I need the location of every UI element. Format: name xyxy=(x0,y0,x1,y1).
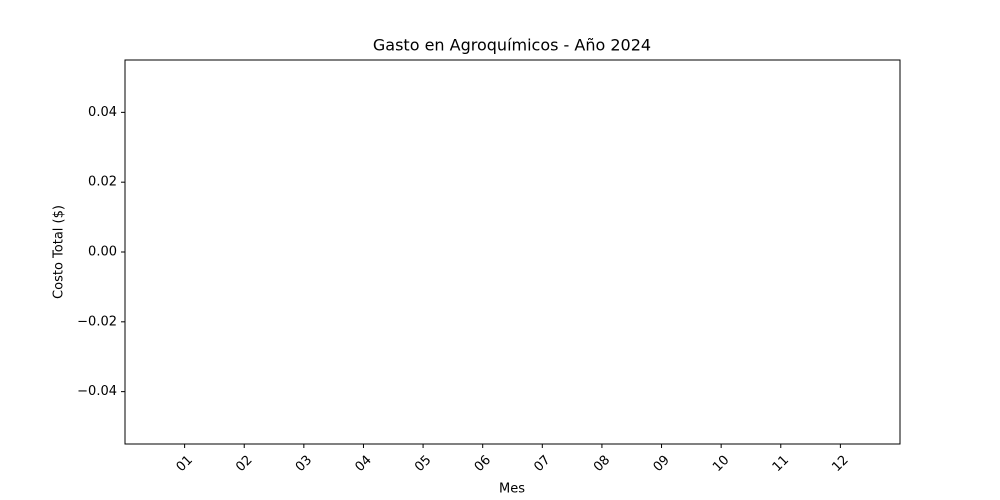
y-tick-label: 0.00 xyxy=(88,245,117,260)
chart-title: Gasto en Agroquímicos - Año 2024 xyxy=(373,36,651,55)
y-axis-label: Costo Total ($) xyxy=(52,205,67,299)
y-tick-label: 0.02 xyxy=(88,175,117,190)
x-axis-label: Mes xyxy=(499,482,525,497)
y-tick-label: −0.02 xyxy=(77,314,117,329)
y-tick-label: −0.04 xyxy=(77,384,117,399)
y-tick-label: 0.04 xyxy=(88,105,117,120)
plot-frame xyxy=(124,59,901,445)
